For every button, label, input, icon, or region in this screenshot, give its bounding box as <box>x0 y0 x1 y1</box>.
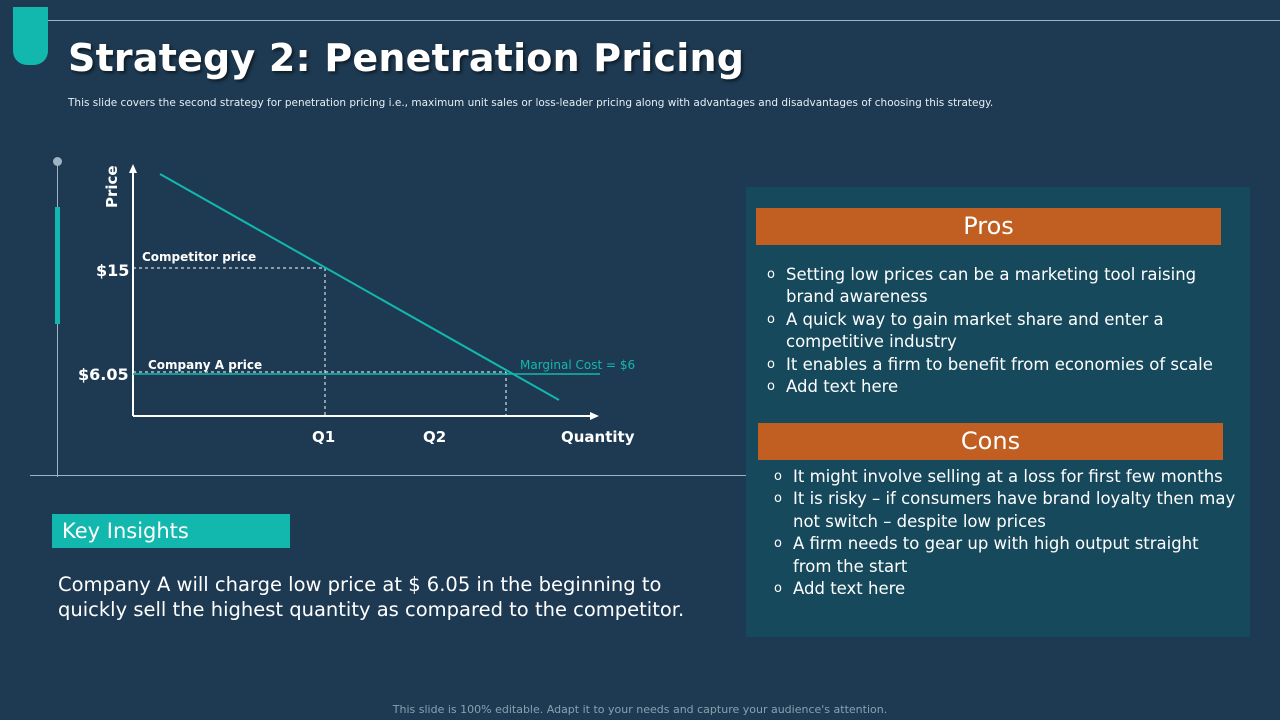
company-price-label: Company A price <box>148 358 262 372</box>
marginal-cost-label: Marginal Cost = $6 <box>520 358 635 372</box>
cons-heading: Cons <box>758 423 1223 460</box>
x-axis-label: Quantity <box>561 428 635 446</box>
cons-item: Add text here <box>774 578 1239 601</box>
timeline-dot <box>53 157 62 166</box>
top-divider <box>48 20 1280 21</box>
cons-list: It might involve selling at a loss for f… <box>774 466 1239 601</box>
competitor-price-label: Competitor price <box>142 250 256 264</box>
cons-item: A firm needs to gear up with high output… <box>774 533 1239 578</box>
pros-list: Setting low prices can be a marketing to… <box>767 264 1237 399</box>
pricing-chart: Price $15 $6.05 Competitor price Company… <box>78 164 635 446</box>
section-divider <box>30 475 750 476</box>
pros-item: It enables a firm to benefit from econom… <box>767 354 1237 377</box>
x-axis-arrow <box>590 412 599 420</box>
slide-title: Strategy 2: Penetration Pricing <box>68 36 745 80</box>
key-insights-text: Company A will charge low price at $ 6.0… <box>58 573 685 621</box>
pros-item: Setting low prices can be a marketing to… <box>767 264 1237 309</box>
pros-item: A quick way to gain market share and ent… <box>767 309 1237 354</box>
y-axis-arrow <box>129 164 137 173</box>
x-tick-q1: Q1 <box>312 428 335 446</box>
slide-footer: This slide is 100% editable. Adapt it to… <box>392 703 888 716</box>
pros-item: Add text here <box>767 376 1237 399</box>
left-accent-bar <box>55 207 60 324</box>
y-axis-label: Price <box>103 165 121 208</box>
pros-heading: Pros <box>756 208 1221 245</box>
demand-line <box>159 173 560 401</box>
y-tick-15: $15 <box>96 261 129 280</box>
y-tick-605: $6.05 <box>78 365 129 384</box>
x-tick-q2: Q2 <box>423 428 446 446</box>
key-insights-heading: Key Insights <box>52 514 290 548</box>
cons-item: It might involve selling at a loss for f… <box>774 466 1239 489</box>
slide-subtitle: This slide covers the second strategy fo… <box>68 97 994 109</box>
top-accent-tab <box>13 7 48 65</box>
cons-item: It is risky – if consumers have brand lo… <box>774 488 1239 533</box>
